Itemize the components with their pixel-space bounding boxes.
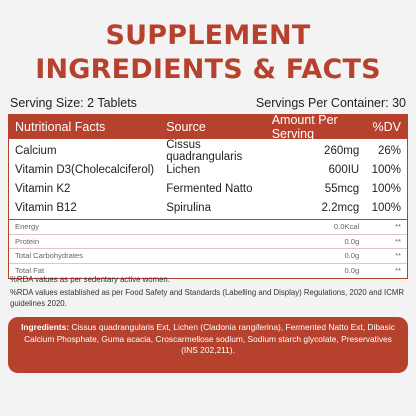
table-row: Vitamin K2 Fermented Natto 55mcg 100% [9, 179, 407, 198]
note-rda-established: %RDA values established as per Food Safe… [10, 288, 404, 308]
header-amount: Amount Per Serving [271, 113, 338, 141]
serving-size: Serving Size: 2 Tablets [10, 96, 137, 110]
nutrient-amount: 55mcg [324, 182, 360, 195]
macro-name: Energy [15, 222, 40, 232]
title-line-2: INGREDIENTS & FACTS [35, 54, 381, 85]
macro-dv: ** [395, 222, 401, 232]
table-row: Vitamin B12 Spirulina 2.2mcg 100% [9, 198, 407, 217]
table-row: Total Fat 0.0g ** [9, 264, 407, 279]
nutrient-source: Spirulina [166, 201, 211, 214]
nutrient-source: Cissus quadrangularis [166, 138, 243, 163]
nutrient-dv: 26% [377, 144, 401, 157]
header-source: Source [166, 120, 206, 134]
macro-amount: 0.0g [344, 236, 360, 246]
serving-info: Serving Size: 2 Tablets Servings Per Con… [10, 96, 406, 110]
table-divider [9, 219, 407, 220]
title-line-1: SUPPLEMENT [105, 20, 311, 51]
header-nutritional-facts: Nutritional Facts [15, 120, 106, 134]
table-row: Vitamin D3(Cholecalciferol) Lichen 600IU… [9, 160, 407, 179]
nutrient-dv: 100% [371, 201, 401, 214]
nutrient-rows: Calcium Cissus quadrangularis 260mg 26% … [9, 139, 407, 219]
ingredients-box: Ingredients: Cissus quadrangularis Ext, … [8, 317, 408, 373]
nutrient-dv: 100% [371, 182, 401, 195]
nutrient-amount: 2.2mcg [321, 201, 360, 214]
header-dv: %DV [372, 120, 402, 134]
nutrient-amount: 260mg [324, 144, 360, 157]
table-row: Total Carbohydrates 0.0g ** [9, 249, 407, 264]
table-row: Calcium Cissus quadrangularis 260mg 26% [9, 138, 407, 163]
macro-amount: 0.0g [344, 251, 360, 261]
nutrient-amount: 600IU [328, 163, 360, 176]
nutrient-name: Vitamin B12 [15, 201, 77, 214]
nutrient-name: Calcium [15, 144, 57, 157]
macro-rows: Energy 0.0Kcal ** Protein 0.0g ** Total … [9, 220, 407, 278]
table-row: Protein 0.0g ** [9, 235, 407, 249]
macro-name: Total Fat [15, 266, 45, 276]
nutrient-name: Vitamin K2 [15, 182, 71, 195]
table-row: Energy 0.0Kcal ** [9, 220, 407, 235]
macro-dv: ** [395, 251, 401, 261]
nutrient-dv: 100% [371, 163, 401, 176]
macro-amount: 0.0Kcal [333, 222, 360, 232]
servings-per-container: Servings Per Container: 30 [255, 96, 406, 110]
nutrient-source: Lichen [166, 163, 201, 176]
ingredients-label: Ingredients: [21, 322, 70, 332]
nutrition-table: Nutritional Facts Source Amount Per Serv… [8, 113, 408, 279]
macro-dv: ** [395, 236, 401, 246]
macro-amount: 0.0g [344, 266, 360, 276]
note-rda-sedentary: %RDA values as per sedentary active wome… [10, 275, 170, 284]
nutrient-name: Vitamin D3(Cholecalciferol) [15, 163, 155, 176]
macro-dv: ** [395, 266, 401, 276]
nutrient-source: Fermented Natto [166, 182, 253, 195]
macro-name: Protein [15, 236, 40, 246]
table-header: Nutritional Facts Source Amount Per Serv… [9, 113, 407, 141]
ingredients-text: Cissus quadrangularis Ext, Lichen (Clado… [24, 322, 395, 355]
macro-name: Total Carbohydrates [15, 251, 83, 261]
